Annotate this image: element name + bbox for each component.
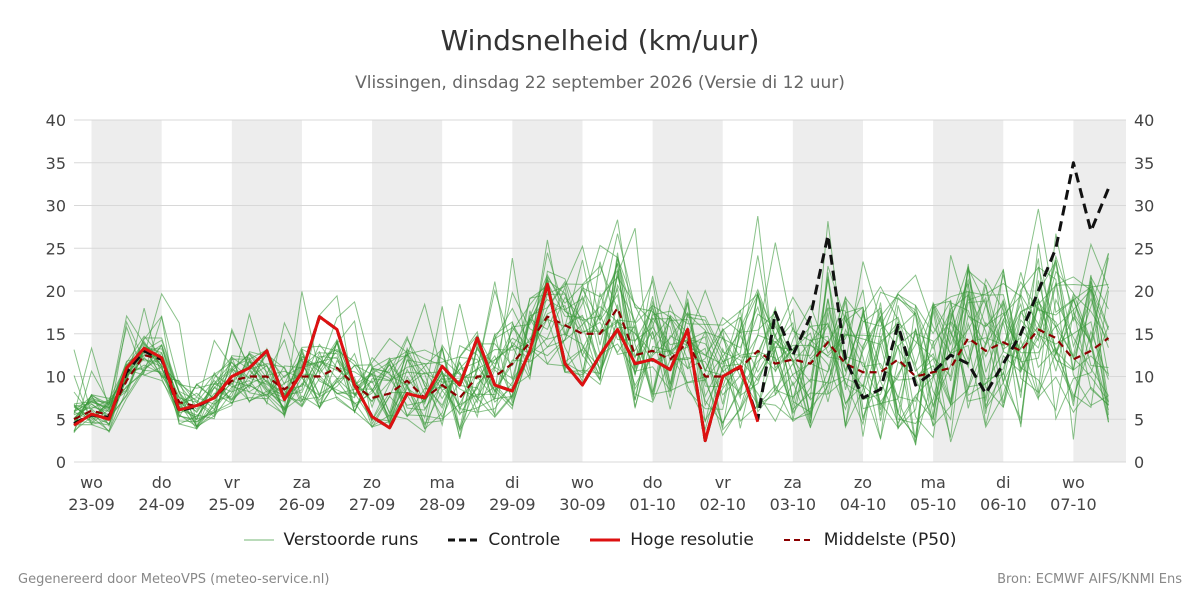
x-tick-date: 29-09 (489, 495, 536, 514)
x-tick-day: wo (571, 473, 594, 492)
y-tick-label-left: 10 (46, 368, 66, 387)
x-tick-day: wo (80, 473, 103, 492)
x-tick-day: di (996, 473, 1011, 492)
legend-swatch-perturbed-icon (243, 539, 274, 541)
x-tick-date: 30-09 (559, 495, 606, 514)
footer-source: Bron: ECMWF AIFS/KNMI Ens (997, 572, 1182, 587)
x-tick-date: 04-10 (840, 495, 887, 514)
y-tick-label-right: 5 (1134, 410, 1144, 429)
series-line-middelste-p50- (73, 307, 1110, 421)
ensemble-run-line (73, 252, 1109, 433)
y-tick-label-right: 15 (1134, 325, 1154, 344)
x-tick-date: 24-09 (138, 495, 185, 514)
x-tick-date: 05-10 (910, 495, 957, 514)
x-tick-day: vr (224, 473, 240, 492)
y-tick-label-right: 30 (1134, 197, 1154, 216)
x-tick-date: 01-10 (629, 495, 676, 514)
x-tick-day: wo (1062, 473, 1085, 492)
x-tick-date: 02-10 (699, 495, 746, 514)
y-tick-label-right: 35 (1134, 154, 1154, 173)
legend-swatch-highres-icon (590, 538, 621, 542)
x-tick-day: zo (854, 473, 872, 492)
legend-label: Verstoorde runs (283, 530, 419, 550)
x-tick-date: 27-09 (349, 495, 396, 514)
x-tick-day: vr (715, 473, 731, 492)
y-tick-label-left: 25 (46, 239, 66, 258)
legend-label: Hoge resolutie (630, 530, 754, 550)
y-tick-label-left: 5 (56, 410, 66, 429)
ensemble-run-line (73, 265, 1109, 429)
x-tick-day: ma (920, 473, 945, 492)
chart-subtitle: Vlissingen, dinsdag 22 september 2026 (V… (355, 73, 845, 93)
legend: Verstoorde runs Controle Hoge resolutie … (0, 530, 1200, 550)
ensemble-run-line (73, 244, 1109, 430)
y-tick-label-right: 10 (1134, 368, 1154, 387)
legend-item-control[interactable]: Controle (448, 530, 560, 550)
y-tick-label-left: 30 (46, 197, 66, 216)
x-tick-day: za (293, 473, 311, 492)
ensemble-run-line (73, 275, 1109, 437)
ensemble-runs (73, 208, 1109, 447)
legend-item-perturbed[interactable]: Verstoorde runs (243, 530, 419, 550)
ensemble-run-line (73, 252, 1109, 429)
legend-item-median[interactable]: Middelste (P50) (783, 530, 957, 550)
y-tick-label-right: 25 (1134, 239, 1154, 258)
x-tick-day: do (152, 473, 172, 492)
legend-swatch-control-icon (448, 538, 479, 542)
y-tick-label-left: 40 (46, 111, 66, 130)
ensemble-run-line (73, 242, 1109, 426)
series-line-controle (73, 161, 1110, 443)
x-tick-day: do (643, 473, 663, 492)
x-tick-date: 23-09 (68, 495, 115, 514)
footer-generated-by: Gegenereerd door MeteoVPS (meteo-service… (18, 572, 330, 587)
y-tick-label-right: 40 (1134, 111, 1154, 130)
x-tick-date: 26-09 (279, 495, 326, 514)
x-tick-date: 06-10 (980, 495, 1027, 514)
y-tick-label-left: 35 (46, 154, 66, 173)
legend-label: Controle (488, 530, 561, 550)
ensemble-run-line (73, 259, 1109, 432)
x-tick-day: zo (363, 473, 381, 492)
x-tick-date: 07-10 (1050, 495, 1097, 514)
ensemble-run-line (73, 266, 1109, 429)
x-tick-day: di (505, 473, 520, 492)
x-tick-date: 28-09 (419, 495, 466, 514)
y-tick-label-left: 0 (56, 453, 66, 472)
legend-swatch-median-icon (783, 539, 814, 541)
legend-label: Middelste (P50) (823, 530, 957, 550)
x-tick-day: za (784, 473, 802, 492)
chart-title: Windsnelheid (km/uur) (440, 24, 760, 57)
series-line-hoge-resolutie (73, 282, 760, 443)
x-tick-date: 03-10 (770, 495, 817, 514)
y-tick-label-left: 20 (46, 282, 66, 301)
x-tick-date: 25-09 (209, 495, 256, 514)
ensemble-run-line (73, 233, 1109, 438)
y-tick-label-right: 0 (1134, 453, 1144, 472)
y-tick-label-left: 15 (46, 325, 66, 344)
y-tick-label-right: 20 (1134, 282, 1154, 301)
legend-item-highres[interactable]: Hoge resolutie (590, 530, 754, 550)
ensemble-run-line (73, 298, 1109, 447)
ensemble-run-line (73, 221, 1109, 423)
x-tick-day: ma (430, 473, 455, 492)
